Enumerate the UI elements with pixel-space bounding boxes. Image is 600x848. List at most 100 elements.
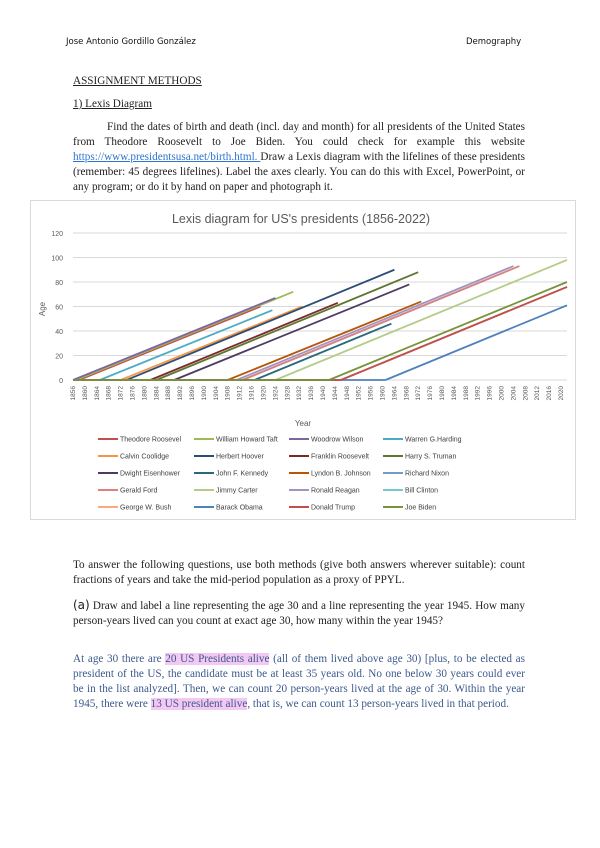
lexis-chart: Lexis diagram for US's presidents (1856-… [30,200,576,520]
legend-label: Joe Biden [405,505,436,512]
lifeline-dwight-eisenhower [173,283,410,381]
x-tick-label: 1888 [165,386,172,401]
x-tick-label: 1972 [415,386,422,401]
x-tick-label: 2012 [534,386,541,401]
lifeline-lyndon-b-johnson [227,300,422,381]
x-axis-label: Year [295,419,312,428]
legend-label: Donald Trump [311,505,355,512]
intro-text: Find the dates of birth and death (incl.… [73,121,525,148]
question-a: (a) Draw and label a line representing t… [73,598,525,629]
x-tick-label: 1876 [130,386,137,401]
legend-label: Ronald Reagan [311,488,360,495]
question-label: (a) [73,598,90,612]
legend-label: Franklin Roosevelt [311,454,369,461]
lifeline-harry-s-truman [155,271,419,381]
lifeline-barack-obama [385,304,568,381]
lifeline-calvin-coolidge [120,305,303,381]
x-tick-label: 1904 [213,386,220,401]
highlight-20-presidents: 20 US Presidents alive [165,653,270,665]
y-tick-label: 120 [51,231,63,238]
lifeline-warren-g-harding [99,309,273,381]
y-tick-label: 20 [55,354,63,361]
intro-text-2: Draw a Lexis diagram with the lifelines … [73,151,525,193]
lifeline-joe-biden [328,281,568,381]
header-author: Jose Antonio Gordillo González [66,37,196,47]
y-tick-label: 0 [59,378,63,385]
lifeline-ronald-reagan [236,265,514,381]
legend-label: William Howard Taft [216,437,278,444]
legend-label: Harry S. Truman [405,454,456,461]
legend-label: Barack Obama [216,505,263,512]
lifeline-woodrow-wilson [72,297,276,381]
x-tick-label: 1952 [356,386,363,401]
x-tick-label: 1996 [487,386,494,401]
instructions: To answer the following questions, use b… [73,559,525,586]
question-text: Draw and label a line representing the a… [73,600,525,627]
chart-title: Lexis diagram for US's presidents (1856-… [172,212,430,226]
legend-label: George W. Bush [120,505,171,512]
y-tick-label: 60 [55,305,63,312]
x-tick-label: 1912 [237,386,244,401]
legend-label: Warren G.Harding [405,437,462,444]
x-tick-label: 1948 [344,386,351,401]
x-tick-label: 1932 [296,386,303,401]
chart-svg: Lexis diagram for US's presidents (1856-… [38,212,568,512]
x-tick-label: 1988 [463,386,470,401]
x-tick-label: 2016 [546,386,553,401]
lifeline-donald-trump [340,286,568,381]
x-tick-label: 1896 [189,386,196,401]
lifeline-jimmy-carter [275,259,568,381]
intro-paragraph: Find the dates of birth and death (incl.… [73,120,525,195]
x-tick-label: 2020 [558,386,565,401]
x-tick-label: 1920 [260,386,267,401]
legend-label: Calvin Coolidge [120,454,169,461]
x-tick-label: 1928 [284,386,291,401]
x-tick-label: 1984 [451,386,458,401]
x-tick-label: 1880 [141,386,148,401]
x-tick-label: 1872 [118,386,125,401]
x-tick-label: 2004 [510,386,517,401]
x-tick-label: 1924 [272,386,279,401]
x-tick-label: 1980 [439,386,446,401]
x-tick-label: 1956 [368,386,375,401]
x-tick-label: 1868 [106,386,113,401]
answer-text-3: , that is, we can count 13 person-years … [247,698,509,710]
legend-label: Theodore Roosevel [120,437,182,444]
legend-label: Woodrow Wilson [311,437,363,444]
x-tick-label: 1864 [94,386,101,401]
website-link[interactable]: https://www.presidentsusa.net/birth.html… [73,151,261,163]
legend-label: Herbert Hoover [216,454,265,461]
answer-text-2: (all of them lived above age 30) [plus, … [73,653,525,710]
x-tick-label: 1968 [403,386,410,401]
legend-label: Dwight Eisenhower [120,471,181,478]
subsection-title: 1) Lexis Diagram [73,98,152,110]
x-tick-label: 1860 [82,386,89,401]
legend-label: John F. Kennedy [216,471,269,478]
y-tick-label: 40 [55,329,63,336]
section-title: ASSIGNMENT METHODS [73,75,202,87]
x-tick-label: 1916 [249,386,256,401]
x-tick-label: 1976 [427,386,434,401]
legend-label: Richard Nixon [405,471,449,478]
legend-label: Gerald Ford [120,488,157,495]
x-tick-label: 1992 [475,386,482,401]
lifeline-john-f-kennedy [254,322,392,381]
x-tick-label: 1960 [379,386,386,401]
x-tick-label: 1884 [153,386,160,401]
x-tick-label: 2000 [499,386,506,401]
x-tick-label: 1908 [225,386,232,401]
lifeline-herbert-hoover [126,268,395,381]
y-axis-label: Age [38,301,47,316]
legend-label: Jimmy Carter [216,488,258,495]
answer-text: At age 30 there are [73,653,166,665]
x-tick-label: 1940 [320,386,327,401]
lifeline-theodore-roosevel [78,305,261,381]
y-tick-label: 80 [55,280,63,287]
highlight-13-presidents: 13 US president alive [150,698,248,710]
lifeline-william-howard-taft [75,290,294,381]
legend-label: Lyndon B. Johnson [311,471,371,478]
x-tick-label: 1936 [308,386,315,401]
lifeline-franklin-roosevelt [150,301,339,381]
legend-label: Bill Clinton [405,488,438,495]
x-tick-label: 1900 [201,386,208,401]
